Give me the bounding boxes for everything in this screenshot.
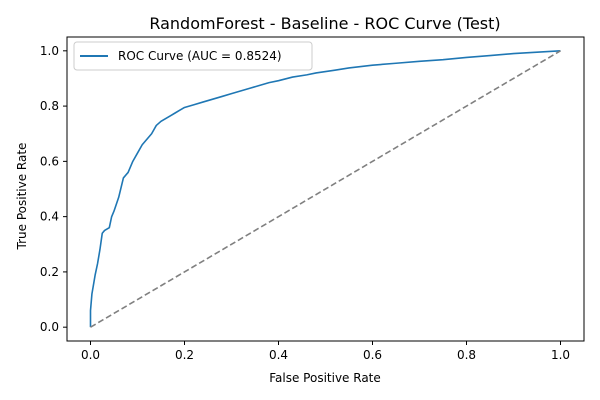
x-tick-label: 0.6 bbox=[363, 348, 382, 362]
x-axis-label: False Positive Rate bbox=[269, 371, 381, 385]
y-tick-label: 0.0 bbox=[40, 320, 59, 334]
y-tick-label: 1.0 bbox=[40, 44, 59, 58]
y-axis-label: True Positive Rate bbox=[15, 143, 29, 251]
x-tick-label: 0.4 bbox=[269, 348, 288, 362]
y-tick-label: 0.2 bbox=[40, 265, 59, 279]
x-tick-label: 0.0 bbox=[81, 348, 100, 362]
legend-label: ROC Curve (AUC = 0.8524) bbox=[118, 49, 282, 63]
chart-title: RandomForest - Baseline - ROC Curve (Tes… bbox=[149, 14, 500, 33]
chance-diagonal-line bbox=[90, 50, 561, 328]
legend-box bbox=[73, 41, 313, 71]
x-tick-label: 0.8 bbox=[457, 348, 476, 362]
y-tick-label: 0.4 bbox=[40, 210, 59, 224]
roc-curve-line bbox=[89, 50, 561, 328]
y-tick-label: 0.8 bbox=[40, 99, 59, 113]
y-tick-label: 0.6 bbox=[40, 154, 59, 168]
x-tick-label: 1.0 bbox=[551, 348, 570, 362]
plot-frame bbox=[66, 36, 585, 342]
plot-area: 0.0 0.2 0.4 0.6 0.8 1.0 0.0 0.2 0.4 0.6 0.8 1.0 bbox=[40, 36, 585, 362]
x-tick-label: 0.2 bbox=[175, 348, 194, 362]
legend: ROC Curve (AUC = 0.8524) bbox=[73, 41, 313, 71]
